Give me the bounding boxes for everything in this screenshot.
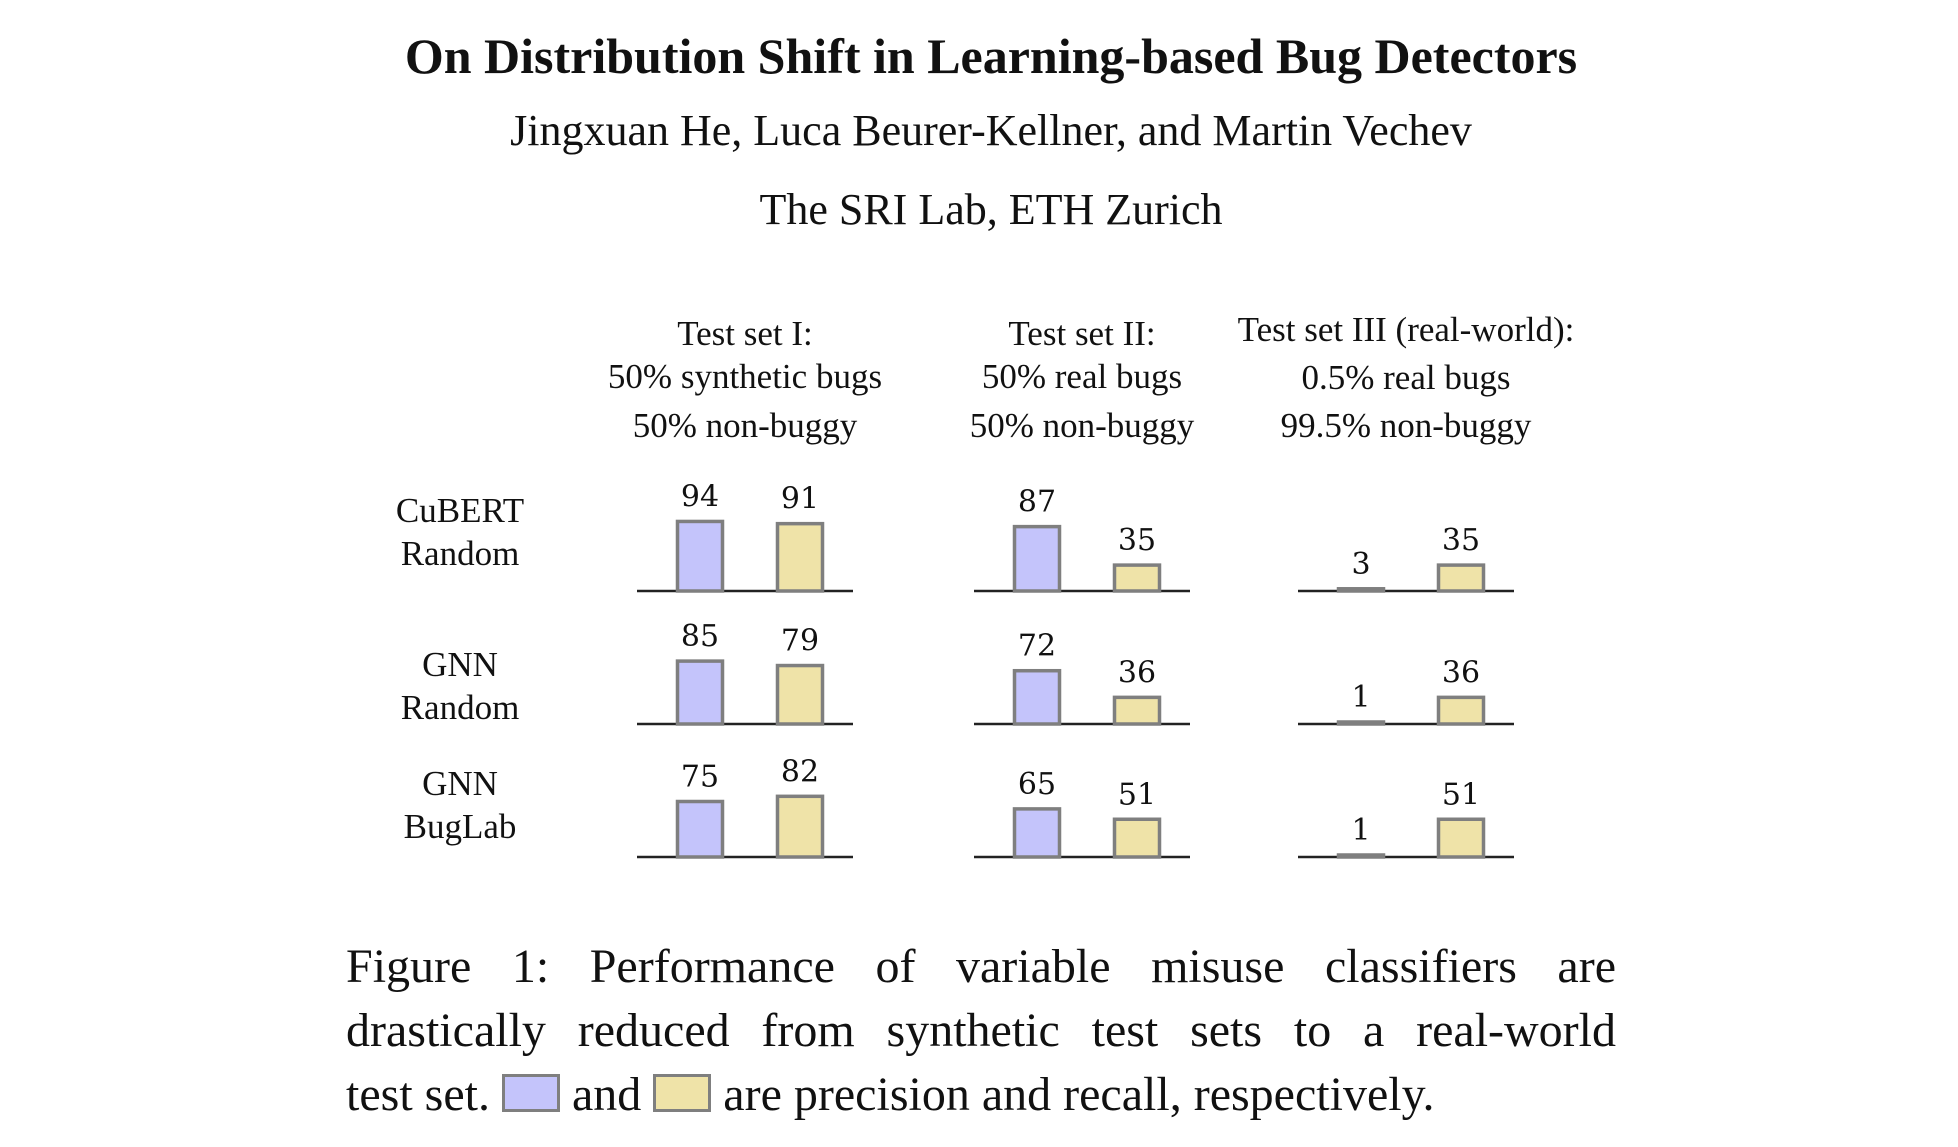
paper-authors: Jingxuan He, Luca Beurer-Kellner, and Ma… xyxy=(510,106,1472,155)
model-label-1-line-1: CuBERT xyxy=(396,491,524,530)
model-label-2-line-1: GNN xyxy=(422,645,498,684)
test-set-header-1-line-3: 50% non-buggy xyxy=(633,406,858,445)
recall-bar-row-2-set-3 xyxy=(1436,695,1486,726)
recall-value-label-row-3-set-1: 82 xyxy=(781,754,819,789)
recall-bar-row-2-set-2 xyxy=(1112,695,1162,726)
precision-bar-row-1-set-2 xyxy=(1012,524,1062,593)
caption-text-end: are precision and recall, respectively. xyxy=(723,1068,1435,1121)
precision-value-label-row-1-set-2: 87 xyxy=(1018,485,1056,520)
caption-line-2: drastically reduced from synthetic test … xyxy=(346,1004,1616,1057)
precision-bar-row-2-set-3 xyxy=(1336,720,1386,726)
paper-title: On Distribution Shift in Learning-based … xyxy=(404,28,1578,84)
test-set-header-2-line-3: 50% non-buggy xyxy=(970,406,1195,445)
recall-bar-row-3-set-3 xyxy=(1436,817,1486,859)
model-label-2-line-2: Random xyxy=(401,688,520,727)
recall-bar-row-1-set-1 xyxy=(775,521,825,593)
precision-bar-row-3-set-3 xyxy=(1336,853,1386,859)
precision-bar-row-2-set-2 xyxy=(1012,668,1062,726)
recall-value-label-row-3-set-2: 51 xyxy=(1118,777,1156,812)
precision-value-label-row-1-set-3: 3 xyxy=(1351,547,1370,582)
precision-bar-row-1-set-1 xyxy=(675,519,725,593)
precision-value-label-row-1-set-1: 94 xyxy=(681,479,719,514)
recall-value-label-row-3-set-3: 51 xyxy=(1442,777,1480,812)
paper-affiliation: The SRI Lab, ETH Zurich xyxy=(759,185,1223,234)
precision-value-label-row-2-set-1: 85 xyxy=(681,619,719,654)
caption-text-test-set: test set. xyxy=(346,1068,490,1121)
caption-text-and: and xyxy=(571,1068,642,1121)
precision-swatch-icon xyxy=(501,1074,560,1112)
precision-bar-row-3-set-2 xyxy=(1012,807,1062,859)
caption-line-3: test set. and are precision and recall, … xyxy=(346,1063,1616,1127)
test-set-header-3-line-3: 99.5% non-buggy xyxy=(1281,406,1532,445)
recall-value-label-row-2-set-1: 79 xyxy=(781,624,819,659)
recall-bar-row-1-set-2 xyxy=(1112,563,1162,593)
recall-swatch-icon xyxy=(653,1074,712,1112)
precision-value-label-row-3-set-3: 1 xyxy=(1351,813,1370,848)
model-label-3-line-2: BugLab xyxy=(404,807,517,846)
recall-value-label-row-2-set-2: 36 xyxy=(1118,655,1156,690)
recall-value-label-row-1-set-1: 91 xyxy=(781,482,819,517)
precision-value-label-row-3-set-1: 75 xyxy=(681,760,719,795)
test-set-header-1-line-2: 50% synthetic bugs xyxy=(608,357,882,396)
test-set-header-2-line-2: 50% real bugs xyxy=(982,357,1182,396)
model-label-1-line-2: Random xyxy=(401,534,520,573)
recall-value-label-row-1-set-3: 35 xyxy=(1442,523,1480,558)
precision-value-label-row-3-set-2: 65 xyxy=(1018,767,1056,802)
figure-caption: Figure 1: Performance of variable misuse… xyxy=(346,935,1616,1127)
precision-bar-row-1-set-3 xyxy=(1336,587,1386,593)
recall-value-label-row-1-set-2: 35 xyxy=(1118,523,1156,558)
recall-value-label-row-2-set-3: 36 xyxy=(1442,655,1480,690)
caption-line-1: Figure 1: Performance of variable misuse… xyxy=(346,940,1616,993)
recall-bar-row-3-set-2 xyxy=(1112,817,1162,859)
precision-value-label-row-2-set-3: 1 xyxy=(1351,680,1370,715)
test-set-header-3-line-1: Test set III (real-world): xyxy=(1238,310,1575,349)
precision-bar-row-3-set-1 xyxy=(675,799,725,859)
precision-value-label-row-2-set-2: 72 xyxy=(1018,629,1056,664)
recall-bar-row-3-set-1 xyxy=(775,794,825,859)
precision-bar-row-2-set-1 xyxy=(675,659,725,726)
recall-bar-row-1-set-3 xyxy=(1436,563,1486,593)
test-set-header-2-line-1: Test set II: xyxy=(1008,314,1155,353)
model-label-3-line-1: GNN xyxy=(422,764,498,803)
recall-bar-row-2-set-1 xyxy=(775,663,825,726)
test-set-header-3-line-2: 0.5% real bugs xyxy=(1302,358,1511,397)
test-set-header-1-line-1: Test set I: xyxy=(677,314,813,353)
